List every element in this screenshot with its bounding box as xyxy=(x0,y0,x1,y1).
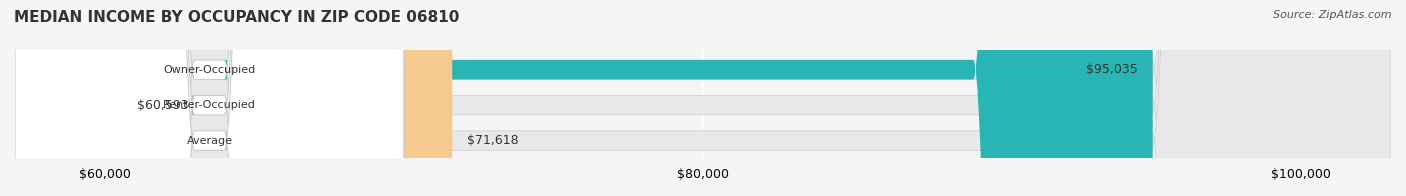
FancyBboxPatch shape xyxy=(0,0,194,196)
Text: Renter-Occupied: Renter-Occupied xyxy=(163,100,256,110)
FancyBboxPatch shape xyxy=(15,0,404,196)
Text: $95,035: $95,035 xyxy=(1085,63,1137,76)
FancyBboxPatch shape xyxy=(15,0,1153,196)
Text: Average: Average xyxy=(187,136,232,146)
Text: MEDIAN INCOME BY OCCUPANCY IN ZIP CODE 06810: MEDIAN INCOME BY OCCUPANCY IN ZIP CODE 0… xyxy=(14,10,460,25)
FancyBboxPatch shape xyxy=(15,0,453,196)
FancyBboxPatch shape xyxy=(15,0,404,196)
Text: $60,593: $60,593 xyxy=(138,99,188,112)
Text: Owner-Occupied: Owner-Occupied xyxy=(163,65,256,75)
Text: $71,618: $71,618 xyxy=(467,134,519,147)
Text: Source: ZipAtlas.com: Source: ZipAtlas.com xyxy=(1274,10,1392,20)
FancyBboxPatch shape xyxy=(15,0,1391,196)
FancyBboxPatch shape xyxy=(15,0,1391,196)
FancyBboxPatch shape xyxy=(15,0,404,196)
FancyBboxPatch shape xyxy=(15,0,1391,196)
